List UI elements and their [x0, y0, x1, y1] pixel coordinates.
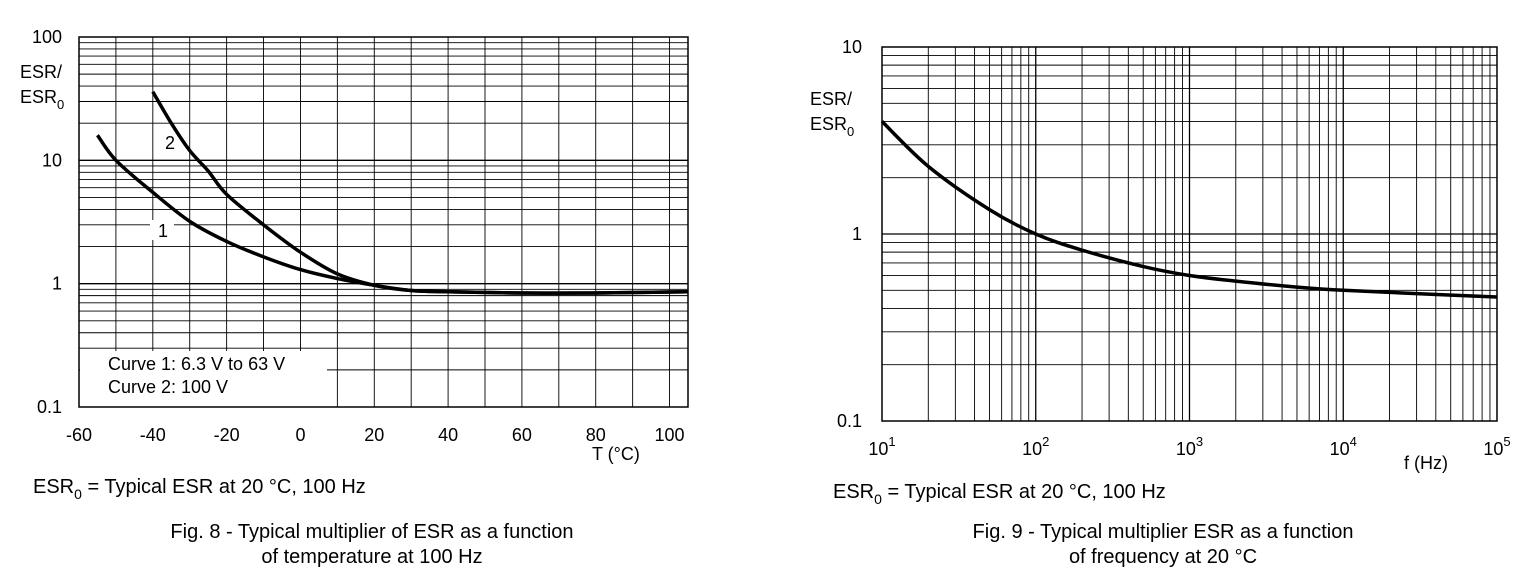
fig9-y-tick-label: 10 — [842, 37, 862, 57]
fig9-tick-labels: 101 102 103 104 105 0.1 1 10 — [837, 37, 1511, 459]
fig8-plot-frame — [78, 36, 689, 408]
fig9-y-tick-label: 0.1 — [837, 411, 862, 431]
fig8-x-tick-label: 60 — [512, 425, 532, 445]
fig8-y-tick-label: 0.1 — [37, 397, 62, 417]
fig8-series-label-1: 1 — [158, 221, 168, 241]
fig9-ylabel-subscript: 0 — [847, 124, 854, 139]
fig8-x-tick-label: 80 — [586, 425, 606, 445]
fig8-caption-line2: of temperature at 100 Hz — [261, 546, 482, 568]
fig9-x-tick-label: 103 — [1176, 434, 1203, 459]
fig8-legend-entry-1: Curve 1: 6.3 V to 63 V — [108, 354, 285, 374]
chart-fig8: Curve 1: 6.3 V to 63 V Curve 2: 100 V -6… — [20, 27, 689, 568]
fig8-x-tick-label: 100 — [655, 425, 685, 445]
fig8-series-line-2 — [151, 90, 689, 295]
fig8-xlabel: T (°C) — [592, 444, 640, 464]
fig9-y-tick-label: 1 — [852, 224, 862, 244]
fig8-ylabel-line2: ESR0 — [20, 87, 64, 112]
fig8-note-subscript: 0 — [74, 486, 82, 502]
fig8-ylabel-line1: ESR/ — [20, 62, 62, 82]
fig9-note-subscript: 0 — [874, 491, 882, 507]
fig8-y-tick-label: 1 — [52, 274, 62, 294]
fig9-xlabel: f (Hz) — [1404, 453, 1448, 473]
fig8-x-tick-label: -60 — [66, 425, 92, 445]
fig8-y-tick-label: 10 — [42, 150, 62, 170]
fig9-series-line-1 — [880, 120, 1498, 299]
fig8-series-label-1-bg — [150, 220, 174, 240]
fig8-x-tick-label: -40 — [140, 425, 166, 445]
fig8-legend-box — [80, 351, 327, 407]
fig8-y-tick-label: 100 — [32, 27, 62, 47]
fig8-x-tick-label: 40 — [438, 425, 458, 445]
fig9-grid — [882, 47, 1497, 421]
fig8-series — [96, 90, 689, 295]
fig9-series — [880, 120, 1498, 299]
fig9-x-tick-label: 102 — [1022, 434, 1049, 459]
fig8-caption-line1: Fig. 8 - Typical multiplier of ESR as a … — [170, 521, 573, 543]
fig9-plot-frame — [881, 46, 1498, 422]
fig8-legend-entry-2: Curve 2: 100 V — [108, 377, 228, 397]
fig8-note: ESR0 = Typical ESR at 20 °C, 100 Hz — [33, 476, 366, 502]
fig8-series-line-1 — [96, 134, 689, 295]
fig9-note: ESR0 = Typical ESR at 20 °C, 100 Hz — [833, 481, 1166, 507]
fig8-grid — [79, 37, 688, 407]
fig8-x-tick-label: 20 — [364, 425, 384, 445]
fig8-series-label-2: 2 — [165, 133, 175, 153]
fig9-ylabel-line2: ESR0 — [810, 114, 854, 139]
fig9-caption-line2: of frequency at 20 °C — [1069, 546, 1257, 568]
fig9-x-tick-label: 101 — [868, 434, 895, 459]
chart-fig9: 101 102 103 104 105 0.1 1 10 ESR/ ESR0 f (Hz) E… — [810, 37, 1511, 568]
fig9-caption-line1: Fig. 9 - Typical multiplier ESR as a fun… — [973, 521, 1354, 543]
fig9-ylabel-line1: ESR/ — [810, 89, 852, 109]
fig8-x-tick-label: 0 — [295, 425, 305, 445]
fig8-ylabel-subscript: 0 — [57, 97, 64, 112]
fig9-x-tick-label: 105 — [1483, 434, 1510, 459]
fig9-x-tick-label: 104 — [1330, 434, 1357, 459]
fig8-x-tick-label: -20 — [214, 425, 240, 445]
